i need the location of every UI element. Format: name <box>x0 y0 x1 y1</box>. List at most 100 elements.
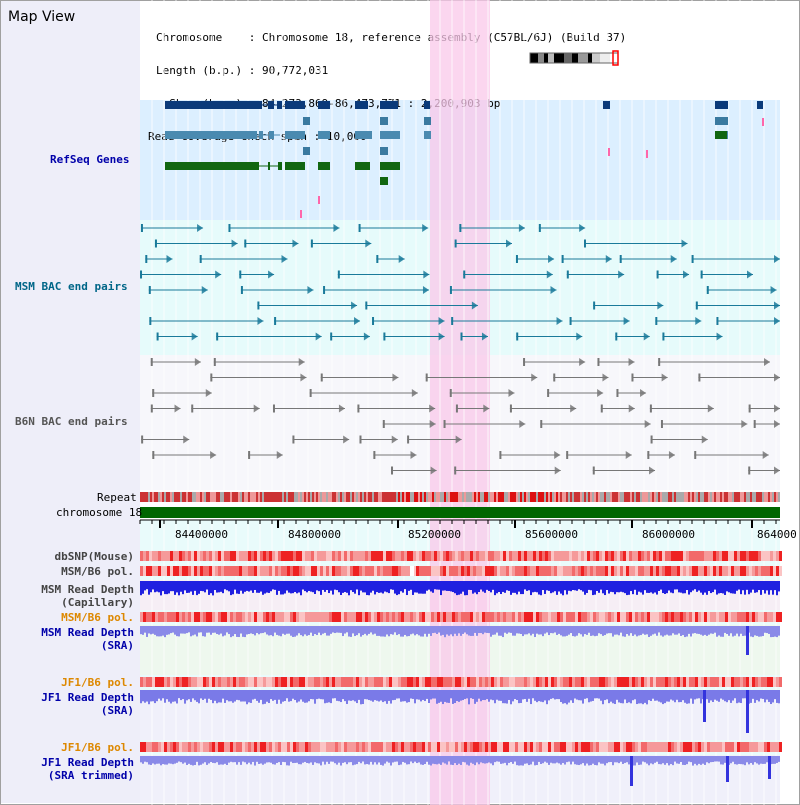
msm-sra-bar <box>288 626 290 634</box>
dbsnp-cell <box>146 551 149 561</box>
ideogram-band <box>600 53 610 63</box>
dbsnp-cell <box>191 551 194 561</box>
jf1-pol-cell <box>395 677 398 687</box>
jf1-pol-cell <box>443 742 446 752</box>
jf1-pol-cell <box>464 742 467 752</box>
repeat-block <box>748 492 750 502</box>
jf1-sra-bar <box>360 690 362 705</box>
dbsnp-cell <box>506 551 509 561</box>
repeat-block <box>160 492 162 502</box>
dbsnp-cell <box>518 551 521 561</box>
msm-capillary-bar <box>224 581 226 590</box>
jf1-trim-bar <box>750 756 752 764</box>
jf1-trim-bar <box>570 756 572 765</box>
repeat-block <box>162 492 164 502</box>
jf1-sra-bar <box>142 690 144 702</box>
msm-bac-pair-end <box>240 286 243 294</box>
jf1-b6-pol-label: JF1/B6 pol. <box>61 676 134 689</box>
repeat-block <box>654 492 656 502</box>
jf1-trim-bar <box>534 756 536 766</box>
jf1-sra-bar <box>266 690 268 702</box>
repeat-block <box>198 492 200 502</box>
gene-marker <box>608 148 610 156</box>
b6n-bac-label[interactable]: B6N BAC end pairs <box>15 415 128 428</box>
msm-bac-label[interactable]: MSM BAC end pairs <box>15 280 128 293</box>
msm-pol-cell <box>704 566 707 576</box>
msm-pol-cell <box>143 612 146 622</box>
jf1-trim-bar <box>600 756 602 764</box>
jf1-pol-cell <box>473 742 476 752</box>
dbsnp-cell <box>149 551 152 561</box>
jf1-trim-bar <box>192 756 194 766</box>
repeat-block <box>468 492 470 502</box>
dbsnp-cell <box>722 551 725 561</box>
jf1-sra-bar <box>722 690 724 700</box>
msm-capillary-bar <box>164 581 166 595</box>
jf1-sra-bar <box>394 690 396 700</box>
msm-pol-cell <box>635 612 638 622</box>
msm-sra-bar <box>612 626 614 637</box>
repeat-block <box>360 492 362 502</box>
repeat-block <box>508 492 510 502</box>
msm-capillary-bar <box>192 581 194 595</box>
msm-sra-bar <box>366 626 368 636</box>
msm-bac-pair-end <box>774 255 780 263</box>
jf1-trim-bar <box>618 756 620 764</box>
msm-sra-bar <box>282 626 284 634</box>
msm-pol-cell <box>287 566 290 576</box>
jf1-sra-bar <box>468 690 470 705</box>
jf1-trim-bar <box>484 756 486 764</box>
jf1-trim-bar <box>324 756 326 765</box>
msm-sra-bar <box>286 626 288 634</box>
jf1-trim-bar <box>734 756 736 765</box>
b6n-bac-pair-end <box>191 404 194 413</box>
msm-pol-cell <box>503 566 506 576</box>
msm-capillary-bar <box>394 581 396 594</box>
jf1-sra-bar <box>482 690 484 701</box>
repeat-block <box>332 492 334 502</box>
msm-capillary-bar <box>526 581 528 591</box>
msm-capillary-bar <box>372 581 374 591</box>
jf1-trim-bar <box>426 756 428 762</box>
jf1-trim-bar <box>466 756 468 765</box>
jf1-pol-cell <box>620 742 623 752</box>
msm-capillary-bar <box>182 581 184 595</box>
jf1-pol-cell <box>599 742 602 752</box>
msm-sra-bar <box>506 626 508 634</box>
msm-pol-cell <box>326 612 329 622</box>
dbsnp-cell <box>215 551 218 561</box>
msm-capillary-bar <box>366 581 368 596</box>
jf1-sra-bar <box>184 690 186 704</box>
chromosome-label: chromosome 18 <box>56 506 143 519</box>
jf1-sra-bar <box>764 690 766 703</box>
msm-sra-bar <box>472 626 474 636</box>
jf1-pol-cell <box>494 742 497 752</box>
axis-tick-label: 86000000 <box>642 528 695 541</box>
dbsnp-cell <box>500 551 503 561</box>
msm-pol-cell <box>512 566 515 576</box>
jf1-trim-bar <box>250 756 252 765</box>
jf1-pol-cell <box>704 742 707 752</box>
dbsnp-cell <box>533 551 536 561</box>
repeat-block <box>614 492 616 502</box>
msm-capillary-bar <box>468 581 470 590</box>
msm-pol-cell <box>320 612 323 622</box>
msm-capillary-bar <box>494 581 496 596</box>
jf1-pol-cell <box>617 677 620 687</box>
dbsnp-cell <box>779 551 782 561</box>
repeat-block <box>626 492 628 502</box>
repeat-block <box>150 492 152 502</box>
msm-capillary-bar <box>566 581 568 595</box>
repeat-block <box>464 492 466 502</box>
repeat-block <box>526 492 528 502</box>
jf1-trim-bar <box>662 756 664 764</box>
refseq-genes-label[interactable]: RefSeq Genes <box>50 153 130 166</box>
jf1-sra-bar <box>552 690 554 699</box>
jf1-trim-bar <box>234 756 236 763</box>
jf1-pol-cell <box>263 677 266 687</box>
msm-sra-bar <box>336 626 338 633</box>
msm-pol-cell <box>437 566 440 576</box>
msm-pol-cell <box>302 566 305 576</box>
jf1-sra-bar <box>534 690 536 701</box>
